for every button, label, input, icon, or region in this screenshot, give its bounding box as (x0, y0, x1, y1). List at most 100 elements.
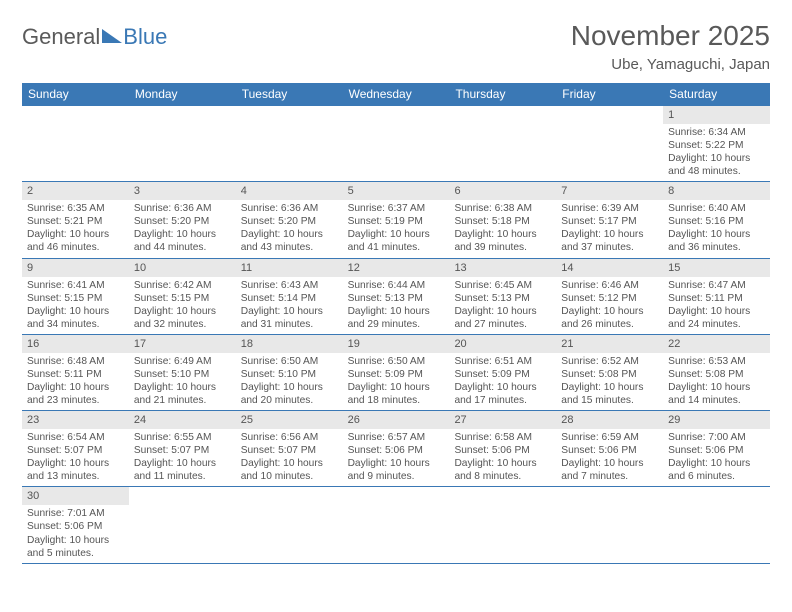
calendar-cell: 3Sunrise: 6:36 AMSunset: 5:20 PMDaylight… (129, 182, 236, 257)
day-details: Sunrise: 6:51 AMSunset: 5:09 PMDaylight:… (449, 353, 556, 410)
calendar-cell (22, 106, 129, 181)
day-details: Sunrise: 6:35 AMSunset: 5:21 PMDaylight:… (22, 200, 129, 257)
sunset-text: Sunset: 5:15 PM (134, 292, 233, 305)
calendar-cell: 11Sunrise: 6:43 AMSunset: 5:14 PMDayligh… (236, 259, 343, 334)
daylight-text: Daylight: 10 hours and 41 minutes. (348, 228, 447, 254)
day-details: Sunrise: 6:55 AMSunset: 5:07 PMDaylight:… (129, 429, 236, 486)
day-number: 14 (556, 259, 663, 277)
sunset-text: Sunset: 5:07 PM (134, 444, 233, 457)
calendar-cell (236, 106, 343, 181)
sunset-text: Sunset: 5:06 PM (561, 444, 660, 457)
day-number: 16 (22, 335, 129, 353)
sunset-text: Sunset: 5:11 PM (668, 292, 767, 305)
daylight-text: Daylight: 10 hours and 6 minutes. (668, 457, 767, 483)
sunrise-text: Sunrise: 6:39 AM (561, 202, 660, 215)
day-details: Sunrise: 6:37 AMSunset: 5:19 PMDaylight:… (343, 200, 450, 257)
calendar-cell: 9Sunrise: 6:41 AMSunset: 5:15 PMDaylight… (22, 259, 129, 334)
day-number: 15 (663, 259, 770, 277)
page-title: November 2025 (571, 20, 770, 52)
day-details: Sunrise: 6:36 AMSunset: 5:20 PMDaylight:… (236, 200, 343, 257)
day-details: Sunrise: 6:39 AMSunset: 5:17 PMDaylight:… (556, 200, 663, 257)
weekday-header-row: SundayMondayTuesdayWednesdayThursdayFrid… (22, 83, 770, 106)
day-details: Sunrise: 6:53 AMSunset: 5:08 PMDaylight:… (663, 353, 770, 410)
calendar-cell: 7Sunrise: 6:39 AMSunset: 5:17 PMDaylight… (556, 182, 663, 257)
day-number: 30 (22, 487, 129, 505)
day-details: Sunrise: 7:00 AMSunset: 5:06 PMDaylight:… (663, 429, 770, 486)
sunrise-text: Sunrise: 6:49 AM (134, 355, 233, 368)
calendar-cell: 4Sunrise: 6:36 AMSunset: 5:20 PMDaylight… (236, 182, 343, 257)
sunset-text: Sunset: 5:08 PM (668, 368, 767, 381)
sunrise-text: Sunrise: 6:38 AM (454, 202, 553, 215)
sunset-text: Sunset: 5:20 PM (134, 215, 233, 228)
day-details: Sunrise: 6:50 AMSunset: 5:09 PMDaylight:… (343, 353, 450, 410)
sunrise-text: Sunrise: 6:59 AM (561, 431, 660, 444)
sunrise-text: Sunrise: 6:34 AM (668, 126, 767, 139)
sunrise-text: Sunrise: 6:46 AM (561, 279, 660, 292)
sunset-text: Sunset: 5:14 PM (241, 292, 340, 305)
sail-icon (102, 29, 122, 43)
sunset-text: Sunset: 5:06 PM (454, 444, 553, 457)
day-number: 3 (129, 182, 236, 200)
calendar-cell: 19Sunrise: 6:50 AMSunset: 5:09 PMDayligh… (343, 335, 450, 410)
day-details: Sunrise: 6:43 AMSunset: 5:14 PMDaylight:… (236, 277, 343, 334)
day-details: Sunrise: 6:48 AMSunset: 5:11 PMDaylight:… (22, 353, 129, 410)
day-number: 4 (236, 182, 343, 200)
calendar-cell (556, 487, 663, 562)
day-details: Sunrise: 6:57 AMSunset: 5:06 PMDaylight:… (343, 429, 450, 486)
logo-text-1: General (22, 24, 100, 50)
sunset-text: Sunset: 5:16 PM (668, 215, 767, 228)
calendar-cell (449, 487, 556, 562)
sunrise-text: Sunrise: 6:37 AM (348, 202, 447, 215)
daylight-text: Daylight: 10 hours and 36 minutes. (668, 228, 767, 254)
calendar-week-row: 1Sunrise: 6:34 AMSunset: 5:22 PMDaylight… (22, 106, 770, 182)
weekday-label: Wednesday (343, 83, 450, 106)
daylight-text: Daylight: 10 hours and 20 minutes. (241, 381, 340, 407)
day-details: Sunrise: 6:45 AMSunset: 5:13 PMDaylight:… (449, 277, 556, 334)
day-number: 22 (663, 335, 770, 353)
sunrise-text: Sunrise: 6:47 AM (668, 279, 767, 292)
calendar-cell: 23Sunrise: 6:54 AMSunset: 5:07 PMDayligh… (22, 411, 129, 486)
day-number: 20 (449, 335, 556, 353)
calendar-cell: 5Sunrise: 6:37 AMSunset: 5:19 PMDaylight… (343, 182, 450, 257)
sunrise-text: Sunrise: 6:57 AM (348, 431, 447, 444)
sunrise-text: Sunrise: 6:58 AM (454, 431, 553, 444)
sunset-text: Sunset: 5:07 PM (27, 444, 126, 457)
daylight-text: Daylight: 10 hours and 46 minutes. (27, 228, 126, 254)
calendar-cell: 30Sunrise: 7:01 AMSunset: 5:06 PMDayligh… (22, 487, 129, 562)
sunset-text: Sunset: 5:20 PM (241, 215, 340, 228)
calendar-week-row: 9Sunrise: 6:41 AMSunset: 5:15 PMDaylight… (22, 259, 770, 335)
day-details: Sunrise: 6:49 AMSunset: 5:10 PMDaylight:… (129, 353, 236, 410)
sunset-text: Sunset: 5:10 PM (241, 368, 340, 381)
sunset-text: Sunset: 5:06 PM (668, 444, 767, 457)
sunrise-text: Sunrise: 6:45 AM (454, 279, 553, 292)
sunset-text: Sunset: 5:21 PM (27, 215, 126, 228)
daylight-text: Daylight: 10 hours and 15 minutes. (561, 381, 660, 407)
sunrise-text: Sunrise: 6:35 AM (27, 202, 126, 215)
daylight-text: Daylight: 10 hours and 29 minutes. (348, 305, 447, 331)
sunrise-text: Sunrise: 6:54 AM (27, 431, 126, 444)
day-details: Sunrise: 6:40 AMSunset: 5:16 PMDaylight:… (663, 200, 770, 257)
header: General Blue November 2025 Ube, Yamaguch… (22, 20, 770, 73)
sunrise-text: Sunrise: 6:44 AM (348, 279, 447, 292)
calendar-cell: 14Sunrise: 6:46 AMSunset: 5:12 PMDayligh… (556, 259, 663, 334)
day-number: 2 (22, 182, 129, 200)
daylight-text: Daylight: 10 hours and 48 minutes. (668, 152, 767, 178)
calendar-cell: 27Sunrise: 6:58 AMSunset: 5:06 PMDayligh… (449, 411, 556, 486)
sunrise-text: Sunrise: 6:55 AM (134, 431, 233, 444)
sunrise-text: Sunrise: 6:36 AM (134, 202, 233, 215)
daylight-text: Daylight: 10 hours and 11 minutes. (134, 457, 233, 483)
calendar-cell: 2Sunrise: 6:35 AMSunset: 5:21 PMDaylight… (22, 182, 129, 257)
calendar-cell (129, 106, 236, 181)
day-number: 19 (343, 335, 450, 353)
day-number: 21 (556, 335, 663, 353)
daylight-text: Daylight: 10 hours and 5 minutes. (27, 534, 126, 560)
day-number: 24 (129, 411, 236, 429)
calendar-cell: 22Sunrise: 6:53 AMSunset: 5:08 PMDayligh… (663, 335, 770, 410)
day-details: Sunrise: 6:36 AMSunset: 5:20 PMDaylight:… (129, 200, 236, 257)
calendar-cell: 29Sunrise: 7:00 AMSunset: 5:06 PMDayligh… (663, 411, 770, 486)
day-number: 26 (343, 411, 450, 429)
sunrise-text: Sunrise: 6:56 AM (241, 431, 340, 444)
daylight-text: Daylight: 10 hours and 14 minutes. (668, 381, 767, 407)
sunset-text: Sunset: 5:22 PM (668, 139, 767, 152)
daylight-text: Daylight: 10 hours and 27 minutes. (454, 305, 553, 331)
